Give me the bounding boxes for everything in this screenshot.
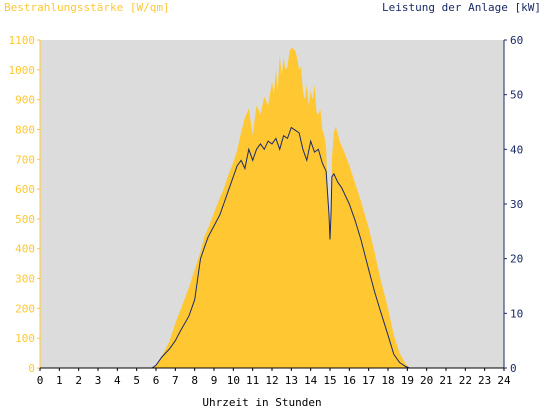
y-left-tick-label: 100 — [15, 332, 35, 345]
x-tick-label: 17 — [362, 374, 375, 387]
x-tick-label: 13 — [285, 374, 298, 387]
x-tick-label: 23 — [478, 374, 491, 387]
x-axis-title: Uhrzeit in Stunden — [202, 396, 321, 408]
x-tick-label: 9 — [211, 374, 218, 387]
x-tick-label: 8 — [191, 374, 198, 387]
y-right-tick-label: 10 — [510, 307, 523, 320]
y-left-tick-label: 0 — [28, 362, 35, 375]
y-right-tick-label: 40 — [510, 143, 523, 156]
y-left-tick-label: 600 — [15, 183, 35, 196]
x-tick-label: 6 — [153, 374, 160, 387]
y-left-tick-label: 1000 — [9, 64, 36, 77]
x-tick-label: 15 — [323, 374, 336, 387]
y-left-tick-label: 500 — [15, 213, 35, 226]
y-left-tick-label: 1100 — [9, 34, 36, 47]
x-tick-label: 3 — [95, 374, 102, 387]
y-left-tick-label: 300 — [15, 273, 35, 286]
y-left-tick-label: 800 — [15, 123, 35, 136]
y-axis-left-title: Bestrahlungsstärke [W/qm] — [4, 1, 170, 14]
x-tick-label: 12 — [265, 374, 278, 387]
x-tick-label: 4 — [114, 374, 121, 387]
x-tick-label: 24 — [497, 374, 511, 387]
x-tick-label: 18 — [381, 374, 394, 387]
x-tick-label: 1 — [56, 374, 63, 387]
power-line — [40, 126, 504, 369]
y-right-tick-label: 0 — [510, 362, 517, 375]
x-tick-label: 19 — [401, 374, 414, 387]
y-right-tick-label: 50 — [510, 89, 523, 102]
x-tick-label: 14 — [304, 374, 318, 387]
y-left-tick-label: 400 — [15, 243, 35, 256]
y-left-tick-label: 900 — [15, 94, 35, 107]
y-right-tick-label: 20 — [510, 253, 523, 266]
irradiance-area — [40, 47, 504, 368]
x-tick-label: 7 — [172, 374, 179, 387]
x-tick-label: 21 — [439, 374, 452, 387]
x-tick-label: 0 — [37, 374, 44, 387]
y-axis-right-title: Leistung der Anlage [kW] — [382, 1, 541, 14]
y-left-tick-label: 200 — [15, 302, 35, 315]
y-left-tick-label: 700 — [15, 153, 35, 166]
y-right-tick-label: 30 — [510, 198, 523, 211]
x-tick-label: 20 — [420, 374, 433, 387]
x-tick-label: 11 — [246, 374, 259, 387]
x-tick-label: 10 — [227, 374, 240, 387]
x-tick-label: 22 — [459, 374, 472, 387]
x-tick-label: 2 — [75, 374, 82, 387]
x-tick-label: 5 — [133, 374, 140, 387]
x-tick-label: 16 — [343, 374, 356, 387]
y-right-tick-label: 60 — [510, 34, 523, 47]
